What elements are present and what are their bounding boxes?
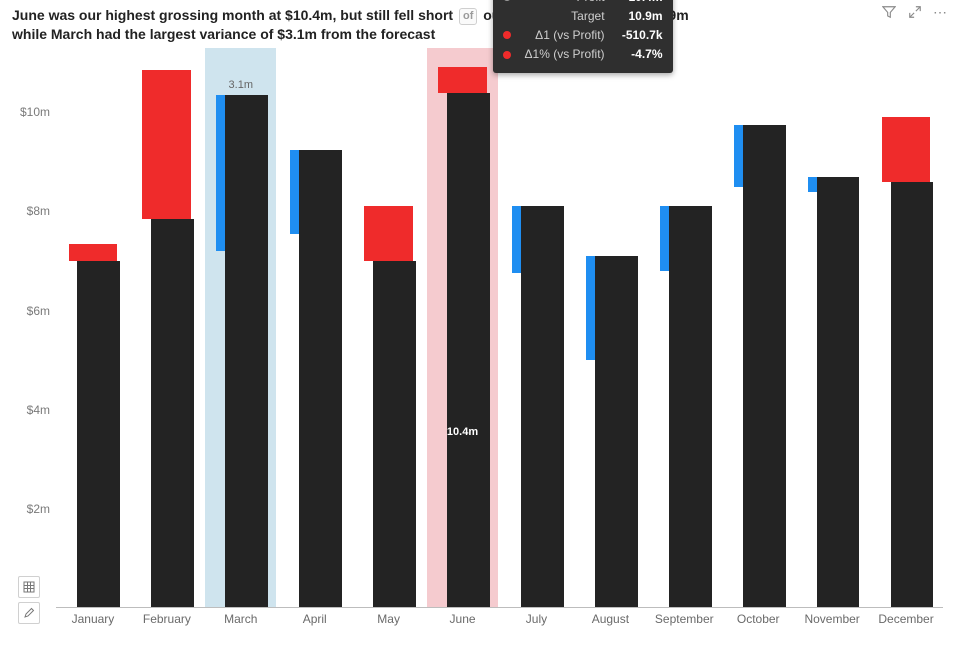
delta-bar [69, 244, 118, 261]
tooltip-row: Profit 10.4m [503, 0, 663, 7]
tooltip-row: Δ1 (vs Profit) -510.7k [503, 26, 663, 45]
y-axis: $2m $4m $6m $8m $10m [12, 63, 56, 608]
profit-bar[interactable] [77, 261, 120, 608]
pencil-icon[interactable] [18, 602, 40, 624]
tooltip: JuneProfit10.4mTarget10.9mΔ1 (vs Profit)… [493, 0, 673, 73]
chart-title: June was our highest grossing month at $… [12, 6, 842, 44]
swatch-icon [503, 51, 511, 59]
x-tick-label: June [450, 612, 476, 626]
profit-bar[interactable] [225, 95, 268, 608]
profit-bar[interactable] [151, 219, 194, 608]
x-tick-label: April [303, 612, 327, 626]
tooltip-value: -4.7% [613, 45, 663, 64]
y-tick-label: $10m [20, 105, 50, 119]
y-tick-label: $8m [27, 204, 50, 218]
tooltip-label: Profit [519, 0, 605, 7]
profit-bar[interactable] [299, 150, 342, 608]
delta-bar [364, 206, 413, 261]
x-tick-label: July [526, 612, 547, 626]
x-axis: January February March April May June July Augu… [56, 612, 943, 634]
delta-bar [882, 117, 931, 181]
x-tick-label: January [72, 612, 115, 626]
top-right-toolbar: ⋯ [881, 4, 949, 20]
more-icon[interactable]: ⋯ [933, 4, 949, 20]
x-tick-label: December [878, 612, 933, 626]
x-tick-label: February [143, 612, 191, 626]
plot-area: 3.1m10.4mJuneProfit10.4mTarget10.9mΔ1 (v… [56, 63, 943, 608]
title-line2: while March had the largest variance of … [12, 26, 435, 42]
profit-bar[interactable] [373, 261, 416, 608]
chart-area: $2m$4m$6m$8m$10m 3.1m10.4mJuneProfit10.4… [12, 48, 945, 638]
y-tick-label: $2m [27, 502, 50, 516]
tooltip-label: Δ1% (vs Profit) [519, 45, 605, 64]
tooltip-label: Target [519, 7, 605, 26]
profit-bar[interactable] [891, 182, 934, 608]
tooltip-label: Δ1 (vs Profit) [519, 26, 605, 45]
profit-bar[interactable] [817, 177, 860, 608]
profit-bar[interactable] [447, 93, 490, 608]
tooltip-value: -510.7k [613, 26, 663, 45]
tooltip-row: Δ1% (vs Profit) -4.7% [503, 45, 663, 64]
title-chip: of [459, 8, 477, 25]
y-tick-label: $6m [27, 304, 50, 318]
tooltip-value: 10.4m [613, 0, 663, 7]
profit-bar[interactable] [521, 206, 564, 607]
profit-bar[interactable] [595, 256, 638, 608]
delta-bar [142, 70, 191, 219]
x-tick-label: September [655, 612, 714, 626]
bottom-left-toolbar [18, 576, 40, 624]
x-tick-label: May [377, 612, 400, 626]
x-tick-label: October [737, 612, 780, 626]
grid-icon[interactable] [18, 576, 40, 598]
delta-bar [438, 67, 487, 92]
tooltip-value: 10.9m [613, 7, 663, 26]
profit-bar[interactable] [669, 206, 712, 607]
x-tick-label: November [804, 612, 859, 626]
swatch-icon [503, 31, 511, 39]
expand-icon[interactable] [907, 4, 923, 20]
x-tick-label: March [224, 612, 257, 626]
chart-frame: ⋯ June was our highest grossing month at… [0, 0, 957, 648]
x-baseline [56, 607, 943, 608]
y-tick-label: $4m [27, 403, 50, 417]
swatch-icon [503, 0, 511, 1]
title-line1-pre: June was our highest grossing month at $… [12, 7, 457, 23]
tooltip-row: Target 10.9m [503, 7, 663, 26]
x-tick-label: August [592, 612, 629, 626]
filter-icon[interactable] [881, 4, 897, 20]
callout-label: 10.4m [447, 426, 478, 438]
callout-label: 3.1m [229, 79, 253, 91]
profit-bar[interactable] [743, 125, 786, 608]
